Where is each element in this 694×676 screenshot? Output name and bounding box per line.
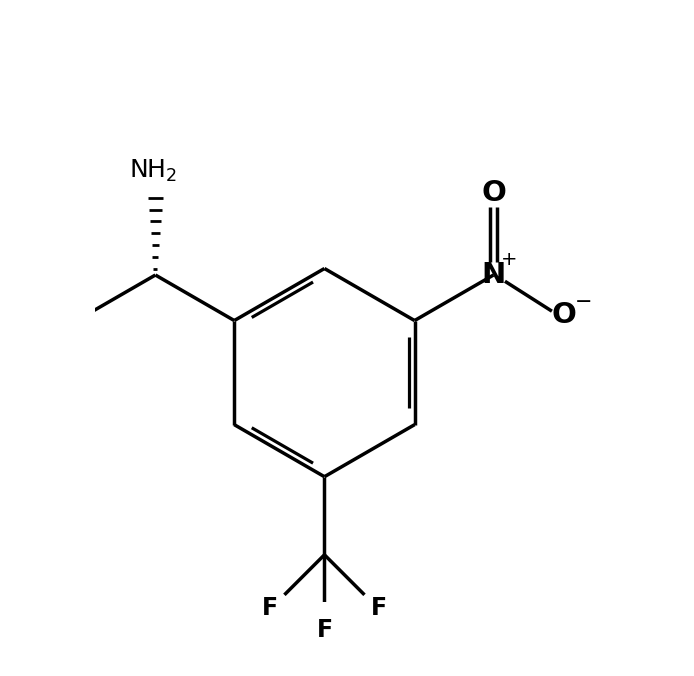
Text: −: −: [575, 292, 592, 312]
Text: O: O: [481, 179, 506, 208]
Text: N: N: [482, 261, 506, 289]
Text: O: O: [552, 301, 577, 329]
Text: F: F: [371, 596, 387, 620]
Text: F: F: [316, 619, 332, 642]
Text: NH$_2$: NH$_2$: [128, 158, 177, 184]
Text: F: F: [262, 596, 278, 620]
Text: +: +: [501, 250, 517, 269]
